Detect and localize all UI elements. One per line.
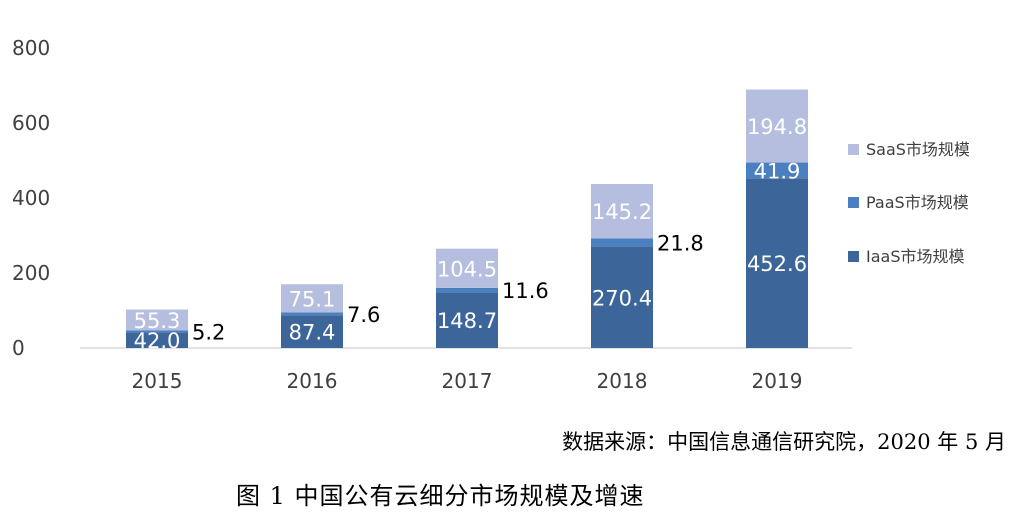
data-label-saas: 145.2 (592, 200, 652, 224)
data-label-paas: 21.8 (657, 232, 704, 256)
data-label-iaas: 87.4 (289, 321, 336, 345)
legend-label: IaaS市场规模 (866, 247, 965, 266)
legend-swatch (848, 197, 859, 208)
data-label-paas: 11.6 (502, 279, 549, 303)
bar-segment-paas (746, 162, 808, 179)
x-tick-label: 2019 (752, 369, 803, 393)
data-label-iaas: 148.7 (437, 309, 497, 333)
data-label-paas: 5.2 (192, 320, 225, 344)
bar-segment-paas (126, 330, 188, 333)
bar-segment-paas (436, 287, 498, 293)
legend-label: PaaS市场规模 (866, 193, 969, 212)
bar-segment-saas (281, 284, 343, 313)
data-label-saas: 75.1 (289, 287, 336, 311)
bar-segment-saas (746, 89, 808, 163)
y-tick-label: 0 (12, 336, 25, 360)
figure-caption: 图 1 中国公有云细分市场规模及增速 (236, 482, 645, 510)
x-tick-label: 2017 (442, 369, 493, 393)
data-label-iaas: 270.4 (592, 286, 652, 310)
data-label-iaas: 42.0 (134, 329, 181, 353)
bar-segment-saas (591, 183, 653, 239)
legend-swatch (848, 144, 859, 155)
legend-label: SaaS市场规模 (866, 140, 970, 159)
legend-swatch (848, 251, 859, 262)
y-tick-label: 800 (12, 36, 50, 60)
y-tick-label: 200 (12, 261, 50, 285)
x-tick-label: 2018 (597, 369, 648, 393)
bar-segment-iaas (591, 246, 653, 348)
data-label-iaas: 452.6 (747, 252, 807, 276)
bar-segment-saas (126, 309, 188, 331)
data-label-saas: 104.5 (437, 257, 497, 281)
data-label-paas: 7.6 (347, 303, 380, 327)
y-tick-label: 400 (12, 186, 50, 210)
data-label-saas: 55.3 (134, 309, 181, 333)
bar-segment-iaas (436, 292, 498, 348)
y-tick-label: 600 (12, 111, 50, 135)
bar-segment-paas (591, 238, 653, 247)
bar-segment-iaas (746, 178, 808, 348)
data-label-saas: 194.8 (747, 115, 807, 139)
data-label-paas: 41.9 (754, 159, 801, 183)
bar-segment-iaas (281, 315, 343, 348)
x-tick-label: 2015 (132, 369, 183, 393)
x-tick-label: 2016 (287, 369, 338, 393)
source-note: 数据来源：中国信息通信研究院，2020 年 5 月 (562, 430, 1006, 454)
stacked-bar-chart: 0 200 400 600 800 2015 2016 2017 2018 2019 42.0 5.2… (12, 36, 970, 393)
bar-segment-paas (281, 312, 343, 316)
bar-segment-saas (436, 248, 498, 288)
bar-segment-iaas (126, 332, 188, 348)
